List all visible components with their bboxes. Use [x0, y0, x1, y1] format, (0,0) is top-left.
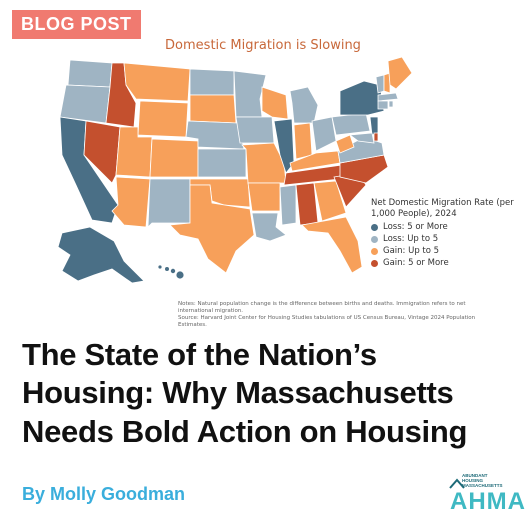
state-oregon — [59, 84, 111, 124]
state-new-jersey — [369, 116, 379, 136]
state-montana — [123, 62, 191, 102]
state-utah — [115, 126, 153, 178]
state-wyoming — [137, 100, 189, 138]
state-rhode-island — [388, 100, 394, 108]
legend-swatch — [371, 259, 378, 267]
logo-wordmark: AHMA — [450, 488, 526, 515]
state-louisiana — [251, 212, 287, 242]
state-arkansas — [247, 182, 281, 212]
state-georgia — [313, 180, 347, 222]
logo-small-text: ABUNDANT HOUSING MASSACHUSETTS — [462, 473, 503, 489]
ahma-logo: ABUNDANT HOUSING MASSACHUSETTS AHMA — [448, 470, 525, 520]
state-alaska — [57, 226, 145, 284]
us-migration-map — [40, 55, 480, 300]
state-washington — [67, 59, 113, 88]
legend-title: Net Domestic Migration Rate (per 1,000 P… — [371, 198, 514, 219]
state-delaware — [373, 132, 379, 142]
state-ohio — [311, 116, 337, 152]
state-new-mexico — [147, 178, 191, 229]
state-hawaii — [158, 265, 184, 279]
state-mississippi — [279, 184, 297, 226]
legend-item-gain-up-to-5: Gain: Up to 5 — [371, 246, 521, 256]
state-west-virginia — [335, 134, 355, 154]
state-arizona — [111, 176, 151, 228]
state-new-hampshire — [383, 72, 391, 94]
state-maryland — [348, 132, 375, 144]
legend-swatch — [371, 235, 378, 243]
state-texas — [169, 184, 255, 274]
state-kansas — [197, 148, 247, 178]
blog-post-badge: BLOG POST — [12, 10, 141, 39]
state-wisconsin — [261, 86, 289, 120]
legend-item-loss-5-or-more: Loss: 5 or More — [371, 222, 521, 232]
legend-label: Gain: 5 or More — [383, 258, 449, 269]
headline-line: Needs Bold Action on Housing — [22, 413, 468, 449]
map-title: Domestic Migration is Slowing — [165, 38, 361, 53]
state-florida — [301, 216, 363, 274]
state-illinois — [273, 118, 295, 174]
headline-line: The State of the Nation’s — [22, 337, 377, 372]
state-alabama — [295, 182, 319, 226]
headline-line: Housing: Why Massachusetts — [22, 375, 454, 411]
state-north-dakota — [189, 68, 235, 96]
state-south-dakota — [189, 94, 237, 124]
legend-item-loss-up-to-5: Loss: Up to 5 — [371, 234, 521, 244]
state-pennsylvania — [331, 112, 371, 136]
state-indiana — [293, 122, 313, 160]
state-minnesota — [233, 70, 267, 118]
map-notes: Notes: Natural population change is the … — [178, 301, 493, 330]
source-text: Source: Harvard Joint Center for Housing… — [178, 315, 476, 329]
legend-label: Gain: Up to 5 — [383, 246, 440, 257]
map-legend: Net Domestic Migration Rate (per 1,000 P… — [371, 198, 521, 270]
notes-text: Notes: Natural population change is the … — [178, 301, 466, 315]
author-byline: By Molly Goodman — [22, 484, 186, 504]
state-iowa — [235, 116, 275, 144]
legend-swatch — [371, 247, 378, 255]
legend-label: Loss: 5 or More — [383, 222, 448, 233]
legend-swatch — [371, 223, 378, 231]
house-icon — [449, 478, 465, 489]
state-new-york — [339, 80, 385, 116]
state-maine — [387, 56, 413, 90]
state-nevada — [83, 120, 121, 184]
legend-item-gain-5-or-more: Gain: 5 or More — [371, 258, 521, 268]
state-massachusetts — [377, 92, 399, 102]
article-headline: The State of the Nation’s Housing: Why M… — [22, 336, 512, 451]
legend-label: Loss: Up to 5 — [383, 234, 439, 245]
state-michigan — [289, 86, 319, 124]
state-colorado — [149, 138, 199, 178]
state-connecticut — [377, 100, 389, 110]
